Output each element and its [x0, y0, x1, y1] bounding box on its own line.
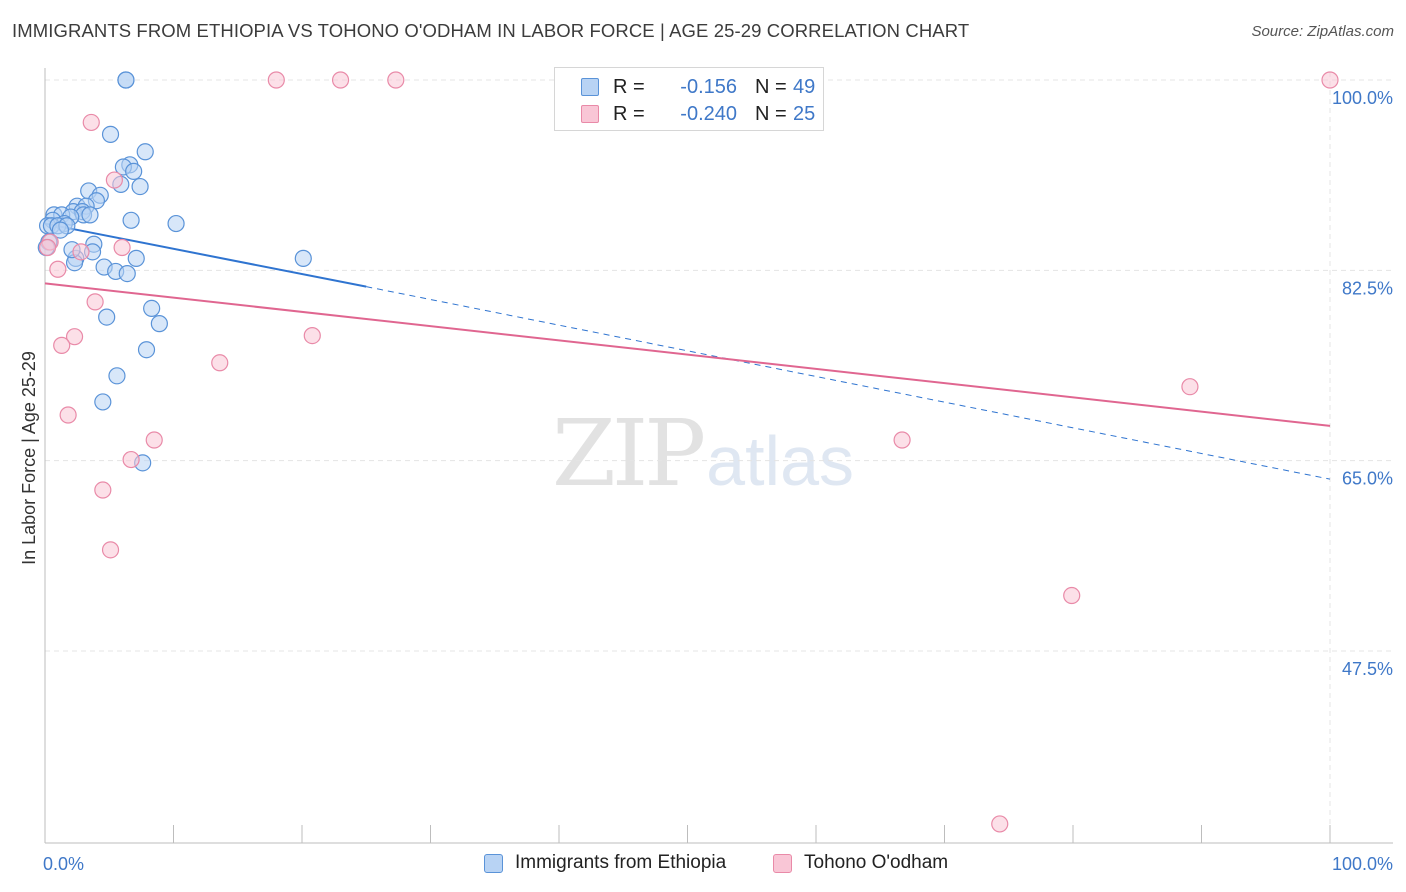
point-ethiopia [101, 125, 120, 143]
point-tohono [145, 431, 163, 449]
point-ethiopia [167, 214, 185, 233]
y-tick-label: 100.0% [1332, 88, 1393, 108]
chart-title: IMMIGRANTS FROM ETHIOPIA VS TOHONO O'ODH… [12, 20, 970, 41]
legend-n-label: N = [755, 75, 787, 98]
point-tohono [113, 238, 131, 257]
point-tohono [101, 541, 120, 559]
legend-swatch-ethiopia [581, 78, 599, 96]
point-tohono [1063, 586, 1081, 605]
series-label-tohono: Tohono O'odham [804, 852, 949, 873]
series-swatch-tohono [773, 853, 792, 873]
legend-swatch-tohono [581, 105, 599, 123]
point-ethiopia [51, 221, 70, 239]
point-ethiopia [81, 206, 99, 224]
legend-row-ethiopia: R = -0.156 N = 49 [581, 74, 815, 100]
trend-line-ethiopia-extrapolated [366, 286, 1331, 480]
series-swatch-ethiopia [484, 853, 503, 873]
series-label-ethiopia: Immigrants from Ethiopia [515, 852, 727, 873]
legend-n-value-tohono: 25 [793, 102, 816, 125]
point-ethiopia [118, 264, 136, 283]
series-legend-tohono[interactable]: Tohono O'odham [773, 852, 948, 874]
point-ethiopia [137, 341, 156, 359]
legend-r-value-tohono: -0.240 [680, 102, 737, 125]
legend-n-value-ethiopia: 49 [793, 75, 816, 98]
point-ethiopia [125, 162, 143, 180]
point-tohono [893, 431, 911, 449]
point-tohono [53, 336, 71, 354]
legend-r-value-ethiopia: -0.156 [680, 75, 737, 98]
grid-lines [45, 72, 1393, 843]
trend-line-tohono [44, 282, 1331, 427]
y-tick-label: 47.5% [1342, 659, 1393, 679]
point-tohono [1181, 378, 1199, 396]
legend-n-label: N = [755, 102, 787, 125]
point-tohono [122, 450, 140, 469]
point-ethiopia [136, 143, 154, 161]
trend-lines [44, 222, 1331, 480]
point-tohono [59, 406, 77, 424]
point-ethiopia [131, 177, 149, 196]
y-tick-label: 82.5% [1342, 278, 1393, 298]
point-tohono [49, 260, 67, 278]
source-credit: Source: ZipAtlas.com [1251, 23, 1394, 40]
series-legend-ethiopia[interactable]: Immigrants from Ethiopia [484, 852, 726, 874]
data-points [37, 71, 1339, 833]
point-ethiopia [294, 249, 312, 267]
point-ethiopia [122, 211, 140, 229]
trend-line-ethiopia [44, 222, 367, 288]
x-tick-label: 100.0% [1332, 854, 1393, 874]
point-tohono [303, 326, 321, 345]
point-ethiopia [108, 367, 126, 385]
point-tohono [94, 481, 112, 499]
point-tohono [211, 354, 229, 372]
point-ethiopia [150, 315, 168, 333]
point-tohono [387, 71, 405, 89]
series-legend: Immigrants from Ethiopia Tohono O'odham [0, 852, 1406, 878]
x-tick-label: 0.0% [43, 854, 84, 874]
point-tohono [1321, 71, 1339, 89]
point-tohono [991, 815, 1009, 833]
point-tohono [72, 243, 90, 261]
point-tohono [65, 328, 84, 346]
point-tohono [105, 171, 123, 189]
axes [44, 68, 1393, 844]
axis-labels: 100.0% 82.5% 65.0% 47.5% 0.0% 100.0% In Labor … [19, 88, 1393, 874]
y-axis-title: In Labor Force | Age 25-29 [19, 351, 39, 565]
point-ethiopia [143, 299, 161, 317]
point-ethiopia [94, 393, 112, 411]
point-ethiopia [117, 71, 135, 89]
point-tohono [38, 238, 57, 257]
point-ethiopia [98, 308, 116, 326]
correlation-legend: R = -0.156 N = 49 R = -0.240 N = 25 [554, 67, 824, 131]
point-tohono [267, 71, 285, 89]
point-tohono [331, 71, 350, 89]
point-tohono [82, 113, 100, 132]
legend-r-label: R = [613, 102, 645, 125]
point-ethiopia [127, 249, 145, 267]
point-tohono [86, 293, 104, 311]
y-tick-label: 65.0% [1342, 469, 1393, 489]
legend-r-label: R = [613, 75, 645, 98]
watermark-zip: ZIP [552, 400, 706, 507]
legend-row-tohono: R = -0.240 N = 25 [581, 101, 815, 127]
